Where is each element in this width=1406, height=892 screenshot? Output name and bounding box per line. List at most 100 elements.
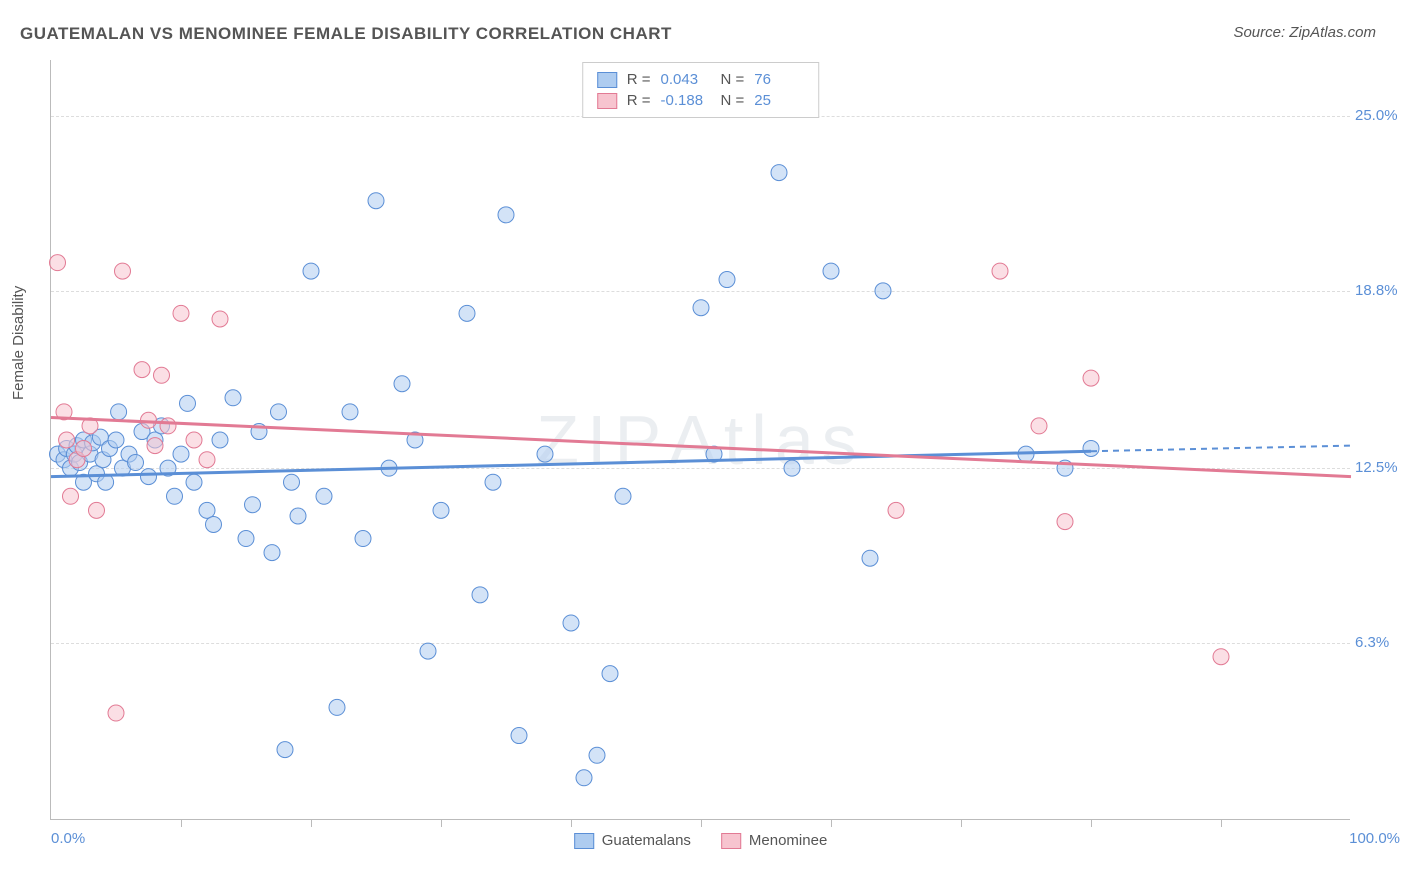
legend-bottom: Guatemalans Menominee <box>574 832 828 849</box>
data-point <box>589 747 605 763</box>
data-point <box>167 488 183 504</box>
data-point <box>1083 370 1099 386</box>
data-point <box>511 728 527 744</box>
n-label: N = <box>721 92 745 109</box>
r-label: R = <box>627 92 651 109</box>
plot-area: ZIPAtlas 6.3%12.5%18.8%25.0% R =0.043N =… <box>50 60 1350 820</box>
data-point <box>563 615 579 631</box>
data-point <box>875 283 891 299</box>
data-point <box>89 502 105 518</box>
data-point <box>173 305 189 321</box>
data-point <box>615 488 631 504</box>
x-tick <box>311 819 312 827</box>
data-point <box>76 440 92 456</box>
data-point <box>134 362 150 378</box>
x-tick <box>1221 819 1222 827</box>
x-tick <box>571 819 572 827</box>
data-point <box>271 404 287 420</box>
legend-label: Guatemalans <box>602 832 691 849</box>
data-point <box>992 263 1008 279</box>
x-tick <box>961 819 962 827</box>
data-point <box>485 474 501 490</box>
data-point <box>128 455 144 471</box>
data-point <box>355 531 371 547</box>
data-point <box>784 460 800 476</box>
data-point <box>368 193 384 209</box>
data-point <box>472 587 488 603</box>
data-point <box>245 497 261 513</box>
legend-item: Menominee <box>721 832 827 849</box>
n-value: 76 <box>754 71 804 88</box>
data-point <box>180 395 196 411</box>
data-point <box>199 452 215 468</box>
data-point <box>576 770 592 786</box>
x-tick <box>831 819 832 827</box>
x-min-label: 0.0% <box>51 830 85 847</box>
data-point <box>433 502 449 518</box>
x-tick <box>701 819 702 827</box>
data-point <box>212 432 228 448</box>
data-point <box>212 311 228 327</box>
legend-item: Guatemalans <box>574 832 691 849</box>
data-point <box>498 207 514 223</box>
data-point <box>420 643 436 659</box>
data-point <box>1083 440 1099 456</box>
data-point <box>719 272 735 288</box>
data-point <box>342 404 358 420</box>
legend-stats-box: R = 0.043 N = 76 R = -0.188 N = 25 <box>582 62 820 118</box>
data-point <box>284 474 300 490</box>
data-point <box>63 488 79 504</box>
legend-swatch <box>597 72 617 88</box>
x-max-label: 100.0% <box>1349 830 1400 847</box>
x-tick <box>1091 819 1092 827</box>
legend-swatch <box>721 833 741 849</box>
legend-stats-row: R = -0.188 N = 25 <box>597 90 805 111</box>
data-point <box>206 516 222 532</box>
trend-line <box>51 417 1351 476</box>
legend-swatch <box>574 833 594 849</box>
data-point <box>862 550 878 566</box>
data-point <box>115 263 131 279</box>
r-label: R = <box>627 71 651 88</box>
x-tick <box>441 819 442 827</box>
source-label: Source: ZipAtlas.com <box>1233 24 1376 41</box>
y-tick-label: 25.0% <box>1355 107 1406 124</box>
data-point <box>1057 514 1073 530</box>
chart-title: GUATEMALAN VS MENOMINEE FEMALE DISABILIT… <box>20 24 672 44</box>
data-point <box>303 263 319 279</box>
data-point <box>199 502 215 518</box>
y-tick-label: 6.3% <box>1355 634 1406 651</box>
y-tick-label: 18.8% <box>1355 282 1406 299</box>
trend-line-extrapolated <box>1091 446 1351 452</box>
r-value: 0.043 <box>661 71 711 88</box>
data-point <box>186 432 202 448</box>
legend-swatch <box>597 93 617 109</box>
data-point <box>238 531 254 547</box>
data-point <box>277 742 293 758</box>
data-point <box>1213 649 1229 665</box>
data-point <box>1031 418 1047 434</box>
data-point <box>602 666 618 682</box>
data-point <box>173 446 189 462</box>
n-value: 25 <box>754 92 804 109</box>
data-point <box>225 390 241 406</box>
legend-label: Menominee <box>749 832 827 849</box>
scatter-svg <box>51 60 1350 819</box>
data-point <box>394 376 410 392</box>
y-tick-label: 12.5% <box>1355 459 1406 476</box>
data-point <box>888 502 904 518</box>
data-point <box>59 432 75 448</box>
data-point <box>290 508 306 524</box>
x-tick <box>181 819 182 827</box>
data-point <box>264 545 280 561</box>
data-point <box>186 474 202 490</box>
n-label: N = <box>721 71 745 88</box>
data-point <box>537 446 553 462</box>
data-point <box>111 404 127 420</box>
data-point <box>823 263 839 279</box>
data-point <box>329 699 345 715</box>
r-value: -0.188 <box>661 92 711 109</box>
data-point <box>147 438 163 454</box>
data-point <box>693 300 709 316</box>
data-point <box>108 432 124 448</box>
